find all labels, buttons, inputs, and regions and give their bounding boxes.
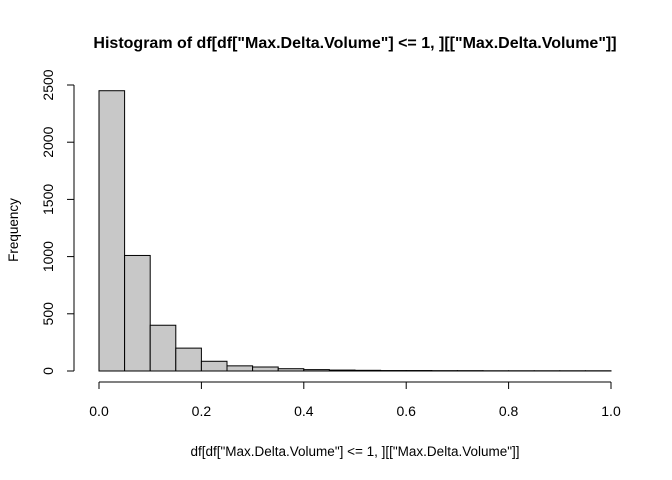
x-tick-label: 0.4 [294, 403, 314, 419]
y-tick-label: 2500 [40, 69, 56, 100]
histogram-bar [303, 369, 330, 372]
bars-group [98, 90, 612, 372]
histogram-bar [175, 347, 202, 372]
histogram-bar [200, 360, 228, 372]
x-tick-label: 0.8 [499, 403, 519, 419]
x-tick-label: 0.2 [192, 403, 212, 419]
y-axis: 0 500 1000 1500 2000 2500 [40, 69, 75, 375]
histogram-bar [252, 366, 279, 372]
histogram-bar [124, 254, 151, 372]
histogram-bar [277, 368, 305, 372]
histogram-bar [149, 324, 177, 372]
y-tick-label: 0 [40, 367, 56, 375]
y-tick-label: 1000 [40, 241, 56, 272]
histogram-bar [226, 365, 254, 372]
y-axis-label: Frequency [6, 198, 21, 262]
chart-title: Histogram of df[df["Max.Delta.Volume"] <… [93, 35, 616, 52]
x-tick-label: 0.6 [396, 403, 416, 419]
x-tick-label: 1.0 [601, 403, 621, 419]
x-axis-label: df[df["Max.Delta.Volume"] <= 1, ][["Max.… [190, 444, 519, 459]
histogram-bar [328, 369, 356, 372]
histogram-bar [354, 369, 382, 372]
x-tick-label: 0.0 [89, 403, 109, 419]
histogram-bar [98, 90, 126, 372]
y-tick-label: 500 [40, 302, 56, 326]
y-tick-label: 2000 [40, 126, 56, 157]
y-tick-label: 1500 [40, 184, 56, 215]
x-axis: 0.0 0.2 0.4 0.6 0.8 1.0 [89, 381, 621, 419]
